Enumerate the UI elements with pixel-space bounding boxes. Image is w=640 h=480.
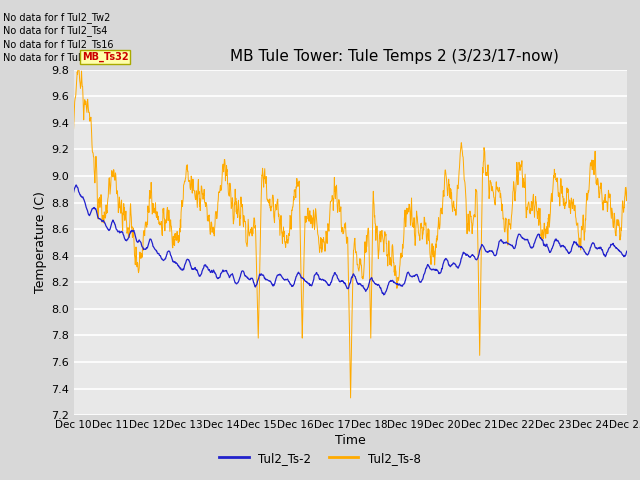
Text: MB_Ts32: MB_Ts32 — [82, 52, 129, 62]
Y-axis label: Temperature (C): Temperature (C) — [34, 192, 47, 293]
Text: No data for f Tul2_Ts4: No data for f Tul2_Ts4 — [3, 25, 108, 36]
X-axis label: Time: Time — [335, 434, 366, 447]
Text: No data for f Tul2_Ts32: No data for f Tul2_Ts32 — [3, 52, 114, 63]
Title: MB Tule Tower: Tule Temps 2 (3/23/17-now): MB Tule Tower: Tule Temps 2 (3/23/17-now… — [230, 49, 559, 64]
Text: No data for f Tul2_Tw2: No data for f Tul2_Tw2 — [3, 12, 111, 23]
Legend: Tul2_Ts-2, Tul2_Ts-8: Tul2_Ts-2, Tul2_Ts-8 — [214, 447, 426, 469]
Text: No data for f Tul2_Ts16: No data for f Tul2_Ts16 — [3, 39, 114, 50]
